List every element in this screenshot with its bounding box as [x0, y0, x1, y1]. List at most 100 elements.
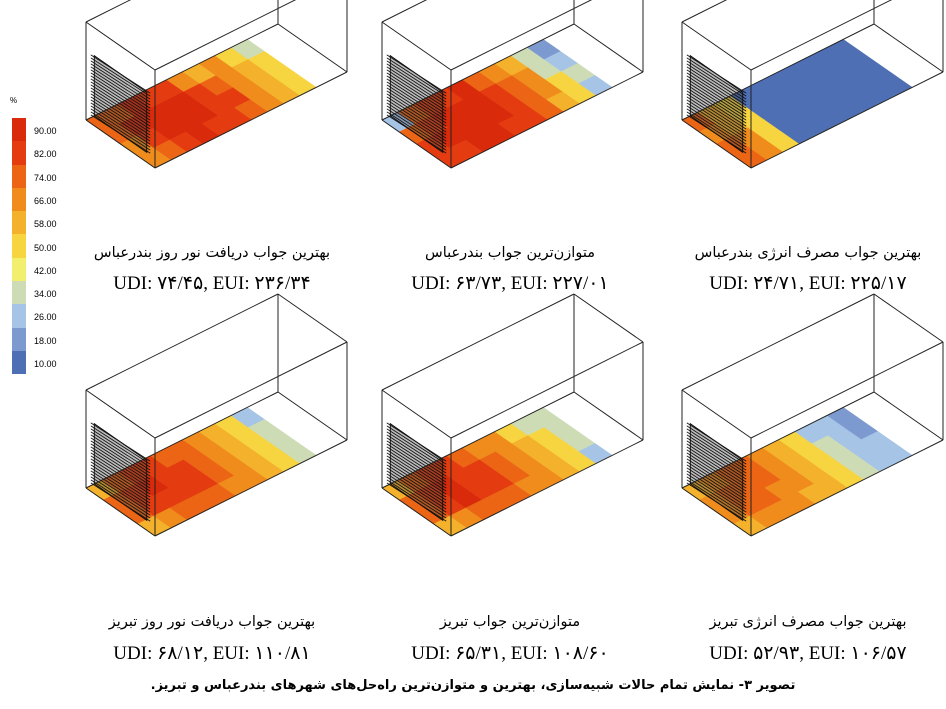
room-edge — [85, 0, 132, 23]
louver-blade — [686, 470, 747, 510]
room-edge — [381, 389, 452, 439]
louver-blade — [686, 99, 747, 139]
louver-blade — [90, 60, 151, 100]
louver-blade — [386, 461, 447, 501]
louver-blade — [386, 440, 447, 480]
louver-blade — [90, 482, 151, 522]
louver-blade — [90, 422, 151, 462]
louver-blade — [90, 458, 151, 498]
room-edge — [154, 341, 348, 439]
louver-blade — [90, 72, 151, 112]
room-edge — [750, 71, 944, 169]
room-edge — [681, 293, 875, 391]
louver-blade — [686, 102, 747, 142]
louver-blade — [90, 461, 151, 501]
room-edge — [85, 293, 279, 391]
louver-blade — [686, 60, 747, 100]
louver-blade — [686, 81, 747, 121]
panel-metrics-4: UDI: ۶۸/۱۲, EUI: ۱۱۰/۸۱ — [113, 643, 311, 664]
panel-title-1: بهترین جواب دریافت نور روز بندرعباس — [93, 245, 331, 261]
louver-blade — [386, 449, 447, 489]
legend-swatch — [12, 211, 26, 235]
louver-blade — [90, 81, 151, 121]
legend-colorbar — [12, 118, 26, 375]
window-louvers — [90, 422, 151, 522]
louver-blade — [386, 84, 447, 124]
louver-blade — [90, 66, 151, 106]
panel-title-5: متوازن‌ترین جواب تبریز — [439, 614, 581, 630]
room-edge — [85, 21, 156, 71]
room-edge — [573, 293, 644, 343]
louver-blade — [686, 473, 747, 513]
louver-blade — [386, 452, 447, 492]
louver-blade — [686, 63, 747, 103]
legend-tick-label: 74.00 — [34, 172, 57, 183]
louver-blade — [386, 78, 447, 118]
room-edge — [573, 23, 644, 73]
panel-title-4: بهترین جواب دریافت نور روز تبریز — [108, 614, 316, 630]
room-edge — [381, 391, 575, 489]
louver-blade — [90, 54, 151, 94]
louver-blade — [386, 470, 447, 510]
room-edge — [85, 487, 156, 537]
room-edge — [85, 389, 156, 439]
louver-blade — [386, 464, 447, 504]
louver-blade — [686, 54, 747, 94]
louver-blade — [386, 431, 447, 471]
room-edge — [681, 23, 875, 121]
louver-blade — [90, 452, 151, 492]
room-wireframe — [681, 293, 944, 537]
louver-blade — [90, 108, 151, 148]
louver-blade — [386, 476, 447, 516]
room-edge — [573, 391, 644, 441]
legend-swatch — [12, 118, 26, 142]
legend-tick-label: 18.00 — [34, 335, 57, 346]
room-edge — [85, 119, 156, 169]
heatmap-grid — [85, 407, 317, 537]
room-wireframe — [381, 293, 644, 537]
louver-blade — [686, 428, 747, 468]
legend-swatch — [12, 187, 26, 212]
louver-blade — [90, 428, 151, 468]
louver-blade — [90, 87, 151, 127]
legend-swatch — [12, 234, 26, 258]
room-edge — [381, 487, 452, 537]
louver-blade — [386, 99, 447, 139]
louver-blade — [686, 479, 747, 519]
legend-unit: % — [10, 96, 18, 105]
panel-4 — [85, 293, 348, 537]
legend-tick-label: 50.00 — [34, 242, 57, 253]
louver-blade — [90, 93, 151, 133]
room-edge — [681, 119, 752, 169]
louver-blade — [686, 90, 747, 130]
panel-5 — [381, 293, 644, 537]
louver-blade — [686, 72, 747, 112]
louver-blade — [686, 437, 747, 477]
louver-blade — [90, 75, 151, 115]
panel-metrics-3: UDI: ۲۴/۷۱, EUI: ۲۲۵/۱۷ — [709, 273, 907, 294]
louver-blade — [386, 63, 447, 103]
louver-blade — [386, 87, 447, 127]
legend-tick-label: 10.00 — [34, 359, 57, 369]
room-edge — [681, 0, 728, 23]
louver-blade — [386, 428, 447, 468]
louver-blade — [90, 84, 151, 124]
louver-blade — [90, 425, 151, 465]
louver-blade — [90, 99, 151, 139]
louver-blade — [386, 111, 447, 151]
room-edge — [154, 0, 297, 71]
panel-6 — [681, 293, 944, 537]
louver-blade — [386, 114, 447, 154]
louver-blade — [90, 105, 151, 145]
room-edge — [381, 0, 428, 23]
room-edge — [681, 391, 875, 489]
louver-blade — [386, 54, 447, 94]
louver-blade — [386, 434, 447, 474]
louver-blade — [90, 102, 151, 142]
room-edge — [681, 487, 752, 537]
louver-blade — [90, 470, 151, 510]
louver-blade — [386, 473, 447, 513]
louver-blade — [686, 87, 747, 127]
louver-blade — [90, 78, 151, 118]
louver-blade — [386, 96, 447, 136]
